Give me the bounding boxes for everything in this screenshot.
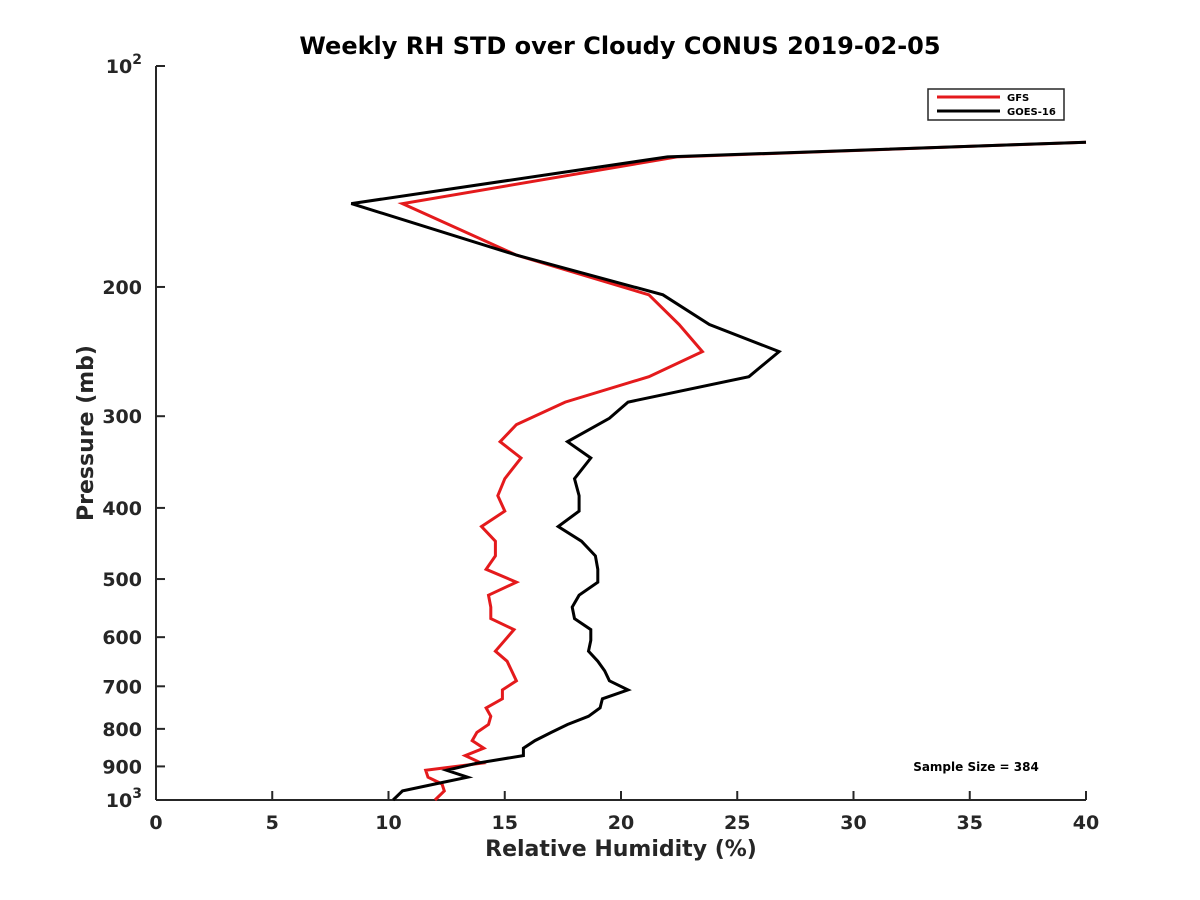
x-ticks: 0 5 10 15 20 25 30 35 40: [149, 791, 1099, 834]
y-tick-label: 200: [102, 277, 142, 299]
axes: [155, 66, 1086, 801]
chart-title: Weekly RH STD over Cloudy CONUS 2019-02-…: [299, 32, 940, 60]
y-axis-label: Pressure (mb): [74, 345, 99, 521]
x-tick-label: 20: [608, 812, 634, 834]
legend-label: GFS: [1007, 93, 1029, 104]
y-ticks: 102 200 300 400 500 600 700 800 900 103: [102, 52, 165, 812]
x-tick-label: 25: [724, 812, 750, 834]
x-tick-label: 5: [266, 812, 279, 834]
y-tick-label: 800: [102, 719, 142, 741]
y-tick-label: 900: [102, 756, 142, 778]
y-tick-label: 700: [102, 676, 142, 698]
legend: GFS GOES-16: [927, 88, 1065, 121]
series-line-goes-16: [350, 140, 1087, 802]
series-line-gfs: [397, 140, 1087, 802]
legend-box: [927, 88, 1065, 121]
legend-label: GOES-16: [1007, 107, 1056, 118]
y-tick-label: 300: [102, 406, 142, 428]
y-tick-label: 102: [106, 52, 142, 78]
y-tick-label: 103: [106, 786, 142, 812]
y-tick-label: 600: [102, 627, 142, 649]
sample-size-annotation: Sample Size = 384: [913, 760, 1039, 774]
x-tick-label: 0: [149, 812, 162, 834]
x-tick-label: 40: [1073, 812, 1099, 834]
y-tick-label: 400: [102, 498, 142, 520]
x-tick-label: 35: [957, 812, 983, 834]
x-tick-label: 10: [375, 812, 401, 834]
x-tick-label: 30: [840, 812, 866, 834]
series-layer: [350, 140, 1087, 802]
y-tick-label: 500: [102, 569, 142, 591]
x-tick-label: 15: [492, 812, 518, 834]
x-axis-label: Relative Humidity (%): [485, 837, 757, 862]
